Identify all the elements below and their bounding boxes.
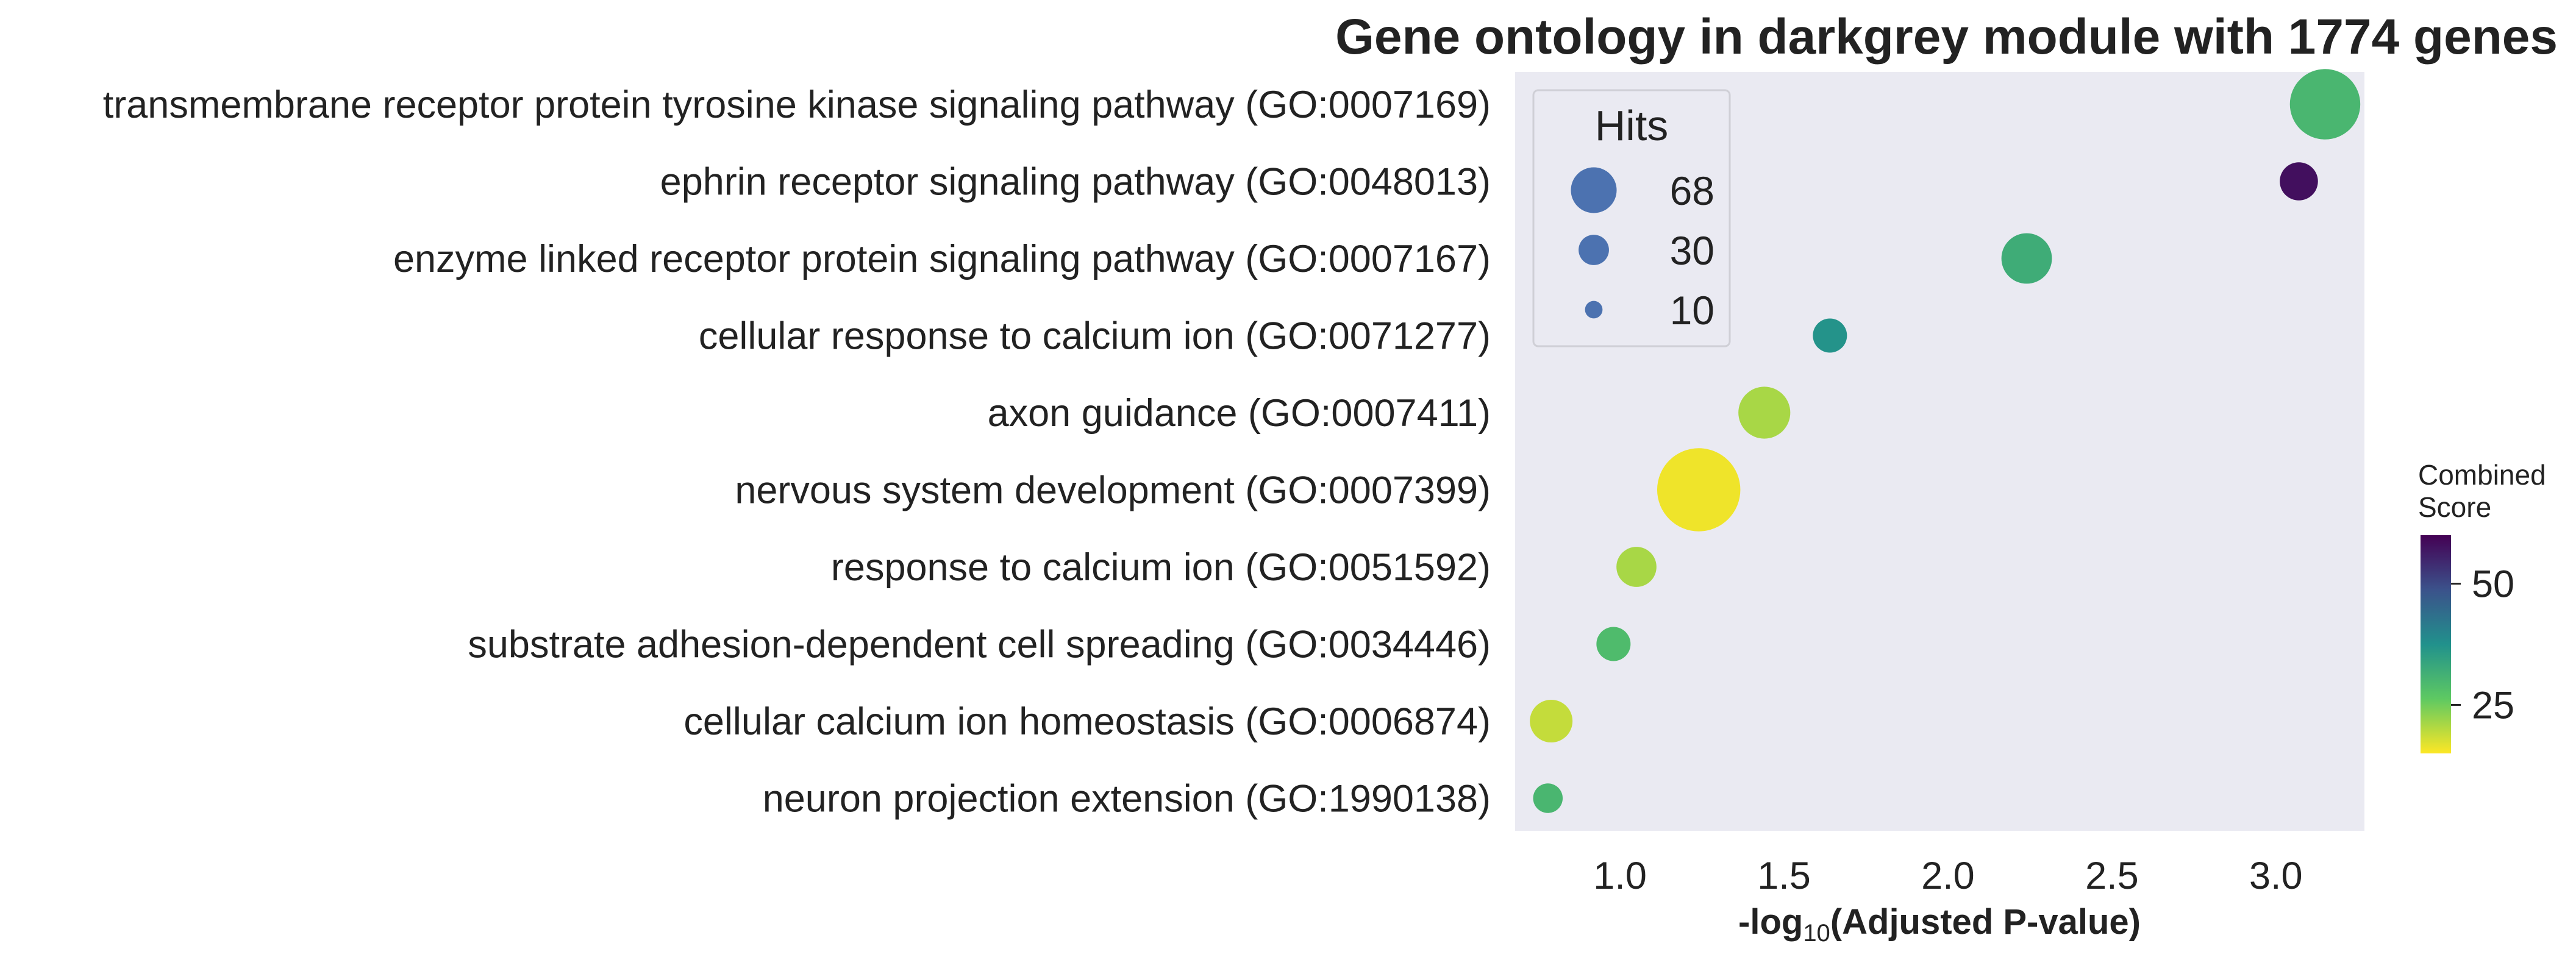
colorbar-tick-label: 50 — [2472, 563, 2514, 606]
colorbar-gradient — [2421, 535, 2451, 753]
data-point — [2001, 233, 2052, 284]
legend-marker — [1571, 167, 1617, 213]
data-point — [1813, 318, 1847, 353]
data-point — [1657, 448, 1741, 532]
category-label: response to calcium ion (GO:0051592) — [831, 546, 1491, 589]
x-axis-title-tail: (Adjusted P-value) — [1830, 902, 2141, 942]
legend-marker — [1579, 235, 1609, 265]
category-label: transmembrane receptor protein tyrosine … — [103, 84, 1491, 126]
data-point — [1738, 386, 1791, 439]
category-labels: transmembrane receptor protein tyrosine … — [103, 84, 1491, 820]
category-label: cellular calcium ion homeostasis (GO:000… — [683, 700, 1491, 743]
category-label: nervous system development (GO:0007399) — [735, 469, 1491, 512]
data-point — [1596, 627, 1631, 661]
legend-title: Hits — [1595, 102, 1669, 149]
category-label: substrate adhesion-dependent cell spread… — [468, 624, 1491, 666]
category-label: axon guidance (GO:0007411) — [988, 392, 1491, 435]
legend-label: 68 — [1670, 168, 1714, 213]
legend-marker — [1585, 301, 1603, 319]
data-point — [2280, 162, 2318, 201]
chart-title: Gene ontology in darkgrey module with 17… — [1335, 9, 2558, 65]
data-point — [2289, 69, 2361, 140]
x-axis-title-subscript: 10 — [1803, 920, 1830, 947]
legend-frame — [1532, 89, 1731, 347]
x-tick-labels: 1.0 1.5 2.0 2.5 3.0 — [1593, 855, 2302, 897]
category-label: ephrin receptor signaling pathway (GO:00… — [660, 161, 1491, 204]
x-tick-label: 3.0 — [2249, 855, 2303, 897]
colorbar-tick-label: 25 — [2472, 684, 2514, 727]
x-axis-title-main: -log — [1738, 902, 1803, 942]
category-label: neuron projection extension (GO:1990138) — [763, 778, 1491, 820]
legend-label: 10 — [1670, 288, 1714, 333]
category-label: enzyme linked receptor protein signaling… — [393, 238, 1491, 280]
legend-label: 30 — [1670, 228, 1714, 273]
colorbar: Combined Score 25 50 — [2418, 459, 2546, 753]
x-tick-label: 1.5 — [1757, 855, 1811, 897]
data-points — [1530, 69, 2361, 813]
data-point — [1616, 547, 1657, 587]
x-axis-title: -log10(Adjusted P-value) — [1738, 902, 2141, 947]
colorbar-title-line2: Score — [2418, 491, 2491, 523]
colorbar-title-line1: Combined — [2418, 459, 2546, 491]
data-point — [1533, 783, 1563, 813]
x-tick-label: 2.0 — [1921, 855, 1975, 897]
colorbar-ticks: 25 50 — [2451, 563, 2514, 727]
data-point — [1530, 700, 1573, 742]
x-tick-label: 1.0 — [1593, 855, 1647, 897]
x-tick-label: 2.5 — [2085, 855, 2139, 897]
legend-entries: 68 30 10 — [1571, 167, 1714, 333]
category-label: cellular response to calcium ion (GO:007… — [699, 315, 1491, 358]
size-legend: Hits 68 30 10 — [1532, 89, 1731, 347]
